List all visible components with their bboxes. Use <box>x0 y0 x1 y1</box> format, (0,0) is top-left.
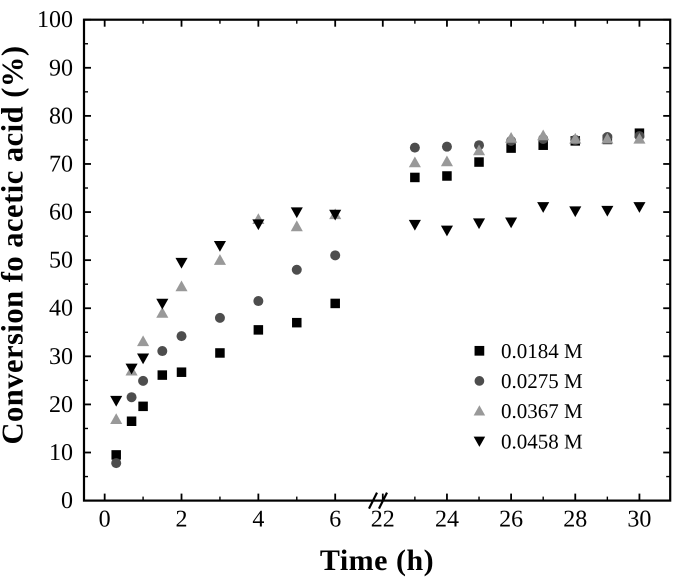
svg-text:60: 60 <box>49 200 73 226</box>
svg-text:100: 100 <box>37 7 73 33</box>
svg-text:6: 6 <box>329 507 341 533</box>
svg-text:30: 30 <box>49 344 73 370</box>
svg-text:26: 26 <box>499 507 523 533</box>
svg-text:0: 0 <box>61 488 73 514</box>
svg-text:0: 0 <box>99 507 111 533</box>
svg-text:2: 2 <box>176 507 188 533</box>
svg-text:30: 30 <box>627 507 651 533</box>
svg-text:24: 24 <box>435 507 459 533</box>
svg-text:80: 80 <box>49 103 73 129</box>
svg-text:4: 4 <box>252 507 264 533</box>
svg-text:90: 90 <box>49 55 73 81</box>
svg-text:40: 40 <box>49 296 73 322</box>
svg-text:22: 22 <box>371 507 395 533</box>
svg-text:20: 20 <box>49 392 73 418</box>
svg-text:0.0458 M: 0.0458 M <box>501 429 583 453</box>
svg-text:50: 50 <box>49 248 73 274</box>
svg-text:0.0367 M: 0.0367 M <box>501 399 583 423</box>
svg-text:70: 70 <box>49 151 73 177</box>
svg-text:10: 10 <box>49 440 73 466</box>
svg-text:28: 28 <box>563 507 587 533</box>
svg-text:0.0184 M: 0.0184 M <box>501 339 583 363</box>
svg-text:0.0275 M: 0.0275 M <box>501 369 583 393</box>
